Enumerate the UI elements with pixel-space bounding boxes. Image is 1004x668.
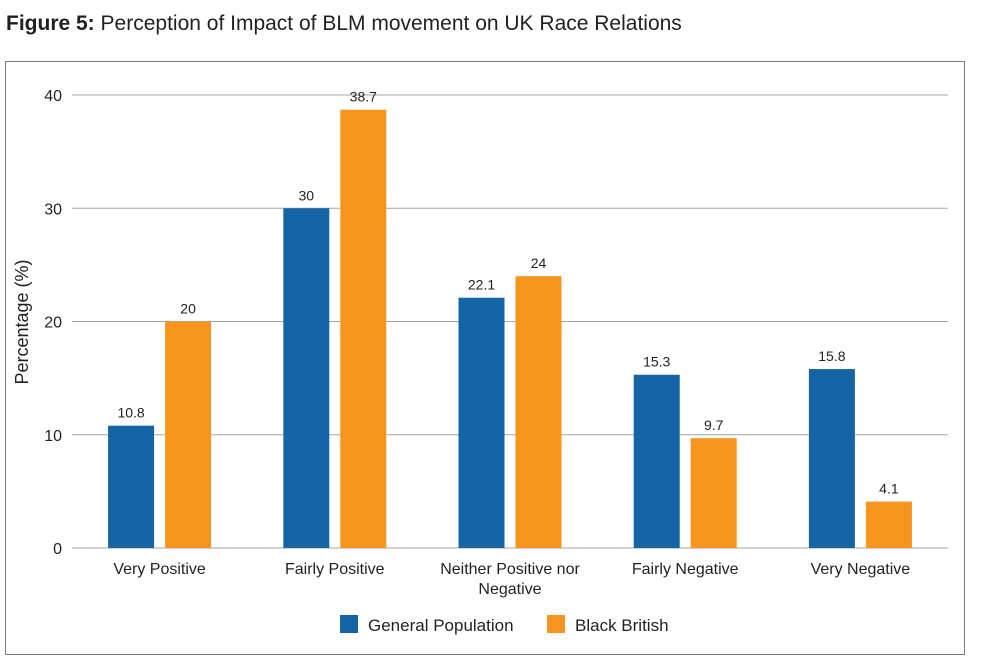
legend-swatch [340,615,358,633]
figure-title: Figure 5: Perception of Impact of BLM mo… [6,12,682,36]
bar-black-british [165,321,212,548]
y-tick-label: 0 [53,541,62,558]
legend-label: Black British [575,616,669,635]
y-tick-label: 10 [44,428,62,445]
bar-general-population [808,369,855,548]
y-axis-title: Percentage (%) [12,259,32,384]
legend: General Population Black British [340,615,669,635]
figure-title-text: Perception of Impact of BLM movement on … [100,12,682,35]
y-tick-label: 30 [44,201,62,218]
legend-swatch [547,615,565,633]
data-label: 20 [180,301,196,317]
bar-black-british [690,438,737,548]
bar-general-population [108,425,155,548]
bar-general-population [633,374,680,548]
data-label: 22.1 [468,277,495,293]
data-label: 38.7 [350,89,377,105]
x-tick-label: Negative [478,581,541,598]
chart-frame [5,61,965,655]
gridlines [72,94,948,549]
x-tick-label: Neither Positive nor [440,561,580,578]
data-label: 24 [531,255,547,271]
legend-label: General Population [368,616,514,635]
data-label: 10.8 [117,405,144,421]
bar-black-british [340,109,387,548]
data-label: 30 [299,187,315,203]
x-tick-label: Very Positive [113,561,206,578]
data-label: 15.8 [818,348,845,364]
bar-black-british [515,276,562,548]
data-label: 9.7 [704,417,724,433]
data-label: 15.3 [643,354,670,370]
x-tick-label: Fairly Positive [285,561,385,578]
data-label: 4.1 [879,481,899,497]
data-labels: 10.8 20 30 38.7 22.1 24 15.3 9.7 15.8 4.1 [117,89,898,497]
bar-general-population [458,297,505,548]
bar-general-population [283,208,330,548]
x-axis-ticks: Very Positive Fairly Positive Neither Posi… [113,561,910,598]
x-tick-label: Very Negative [811,561,911,578]
figure-label: Figure 5: [6,12,95,35]
y-axis-ticks: 0 10 20 30 40 [44,88,62,558]
y-tick-label: 40 [44,88,62,105]
bar-black-british [865,501,912,548]
y-tick-label: 20 [44,315,62,332]
x-tick-label: Fairly Negative [632,561,739,578]
bars [108,109,912,548]
